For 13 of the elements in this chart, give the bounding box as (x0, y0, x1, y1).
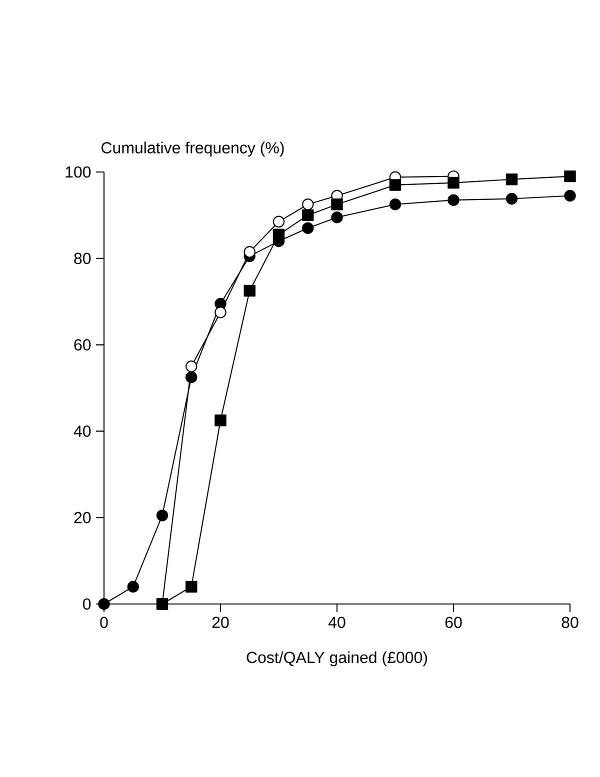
x-tick-label: 20 (212, 616, 229, 628)
x-tick-label: 40 (328, 616, 346, 628)
y-axis-title: Cumulative frequency (%) (102, 142, 284, 157)
x-axis-title: Cost/QALY gained (£000) (246, 651, 427, 666)
y-tick-label: 40 (74, 426, 91, 437)
y-tick-label: 100 (66, 166, 91, 178)
y-tick-label: 20 (74, 512, 91, 524)
x-tick-label: 60 (445, 616, 462, 628)
x-tick-label: 0 (100, 616, 108, 628)
y-tick-label: 60 (74, 339, 91, 350)
y-tick-label: 80 (74, 252, 91, 264)
y-tick-label: 0 (83, 598, 91, 610)
x-tick-label: 80 (562, 616, 578, 628)
